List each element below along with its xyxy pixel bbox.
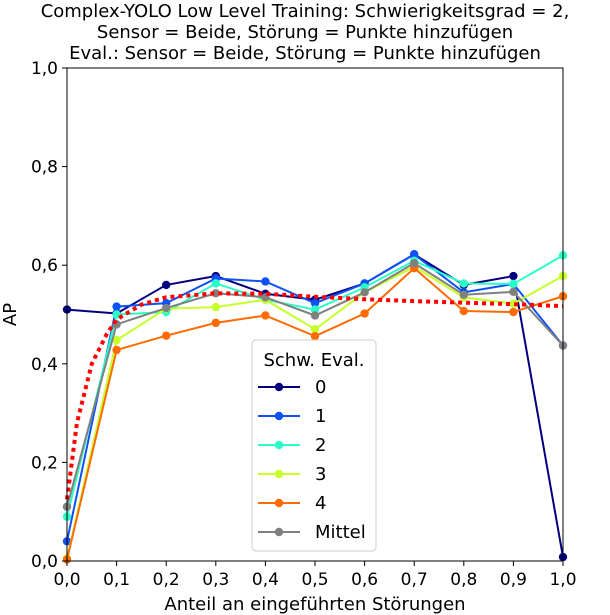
y-tick-label: 0,6 — [31, 256, 58, 276]
data-point — [310, 331, 320, 341]
legend-swatch-marker — [274, 498, 284, 508]
data-point — [459, 306, 468, 316]
legend: Schw. Eval. 0 1 2 3 4 Mittel — [251, 339, 377, 552]
legend-swatch-marker — [274, 411, 284, 421]
data-point — [509, 307, 518, 317]
data-point — [459, 290, 468, 299]
data-point — [261, 311, 270, 320]
chart-title-line: Eval.: Sensor = Beide, Störung = Punkte … — [69, 43, 541, 64]
x-axis-label: Anteil an eingeführten Störungen — [164, 594, 465, 615]
legend-swatch-marker — [274, 527, 284, 537]
data-point — [211, 302, 220, 312]
legend-label: 4 — [315, 493, 326, 514]
y-axis-label: AP — [0, 303, 21, 326]
data-point — [112, 302, 121, 311]
data-point — [310, 325, 320, 334]
legend-item: Mittel — [258, 522, 366, 543]
legend-item: 4 — [258, 493, 326, 514]
legend-label: 0 — [315, 377, 326, 398]
data-point — [162, 280, 171, 290]
data-point — [509, 287, 518, 297]
data-point — [310, 311, 320, 320]
data-point — [162, 331, 171, 340]
legend-swatch-marker — [274, 440, 284, 450]
data-point — [310, 298, 320, 308]
x-tick-label: 0,8 — [450, 570, 477, 590]
chart-title-line: Complex-YOLO Low Level Training: Schwier… — [41, 1, 570, 22]
legend-item: 1 — [258, 406, 326, 427]
legend-label: Mittel — [315, 522, 366, 543]
data-point — [410, 250, 419, 259]
x-tick-label: 0,2 — [153, 570, 180, 590]
legend-item: 3 — [258, 464, 326, 485]
x-tick-label: 0,7 — [401, 570, 428, 590]
series-4 — [62, 263, 568, 564]
data-point — [410, 259, 419, 268]
data-point — [360, 288, 369, 297]
y-axis: 0,0 0,2 0,4 0,6 0,8 1,0 — [31, 59, 67, 572]
x-tick-label: 0,1 — [103, 570, 130, 590]
x-tick-label: 0,5 — [301, 570, 328, 590]
y-tick-label: 0,2 — [31, 453, 58, 473]
y-tick-label: 0,4 — [31, 355, 58, 375]
data-point — [162, 303, 171, 313]
y-tick-label: 0,8 — [31, 158, 58, 178]
legend-item: 2 — [258, 435, 326, 456]
x-tick-label: 0,4 — [252, 570, 279, 590]
legend-swatch-marker — [274, 469, 284, 479]
y-tick-label: 0,0 — [31, 552, 58, 572]
legend-label: 3 — [315, 464, 326, 485]
data-point — [360, 309, 369, 318]
x-axis: 0,0 0,1 0,2 0,3 0,4 0,5 0,6 0,7 0,8 0,9 1,0 — [53, 561, 577, 590]
data-point — [261, 277, 270, 286]
legend-item: 0 — [258, 377, 326, 398]
data-point — [509, 279, 518, 289]
data-point — [211, 279, 220, 288]
legend-label: 1 — [315, 406, 326, 427]
plot-content — [62, 250, 568, 564]
data-point — [310, 305, 320, 314]
x-tick-label: 1,0 — [549, 570, 576, 590]
series-mittel — [62, 259, 568, 511]
legend-title: Schw. Eval. — [263, 350, 364, 371]
legend-box — [251, 339, 377, 552]
y-tick-label: 1,0 — [31, 59, 58, 79]
chart-title-line: Sensor = Beide, Störung = Punkte hinzufü… — [97, 22, 513, 43]
legend-swatch-marker — [274, 382, 284, 392]
data-point — [112, 345, 121, 355]
x-tick-label: 0,3 — [202, 570, 229, 590]
data-point — [112, 335, 121, 345]
data-point — [509, 271, 518, 281]
chart-title: Complex-YOLO Low Level Training: Schwier… — [41, 1, 570, 64]
x-tick-label: 0,9 — [500, 570, 527, 590]
x-tick-label: 0,6 — [351, 570, 378, 590]
legend-label: 2 — [315, 435, 326, 456]
data-point — [459, 279, 468, 288]
data-point — [211, 318, 220, 328]
x-tick-label: 0,0 — [53, 570, 80, 590]
